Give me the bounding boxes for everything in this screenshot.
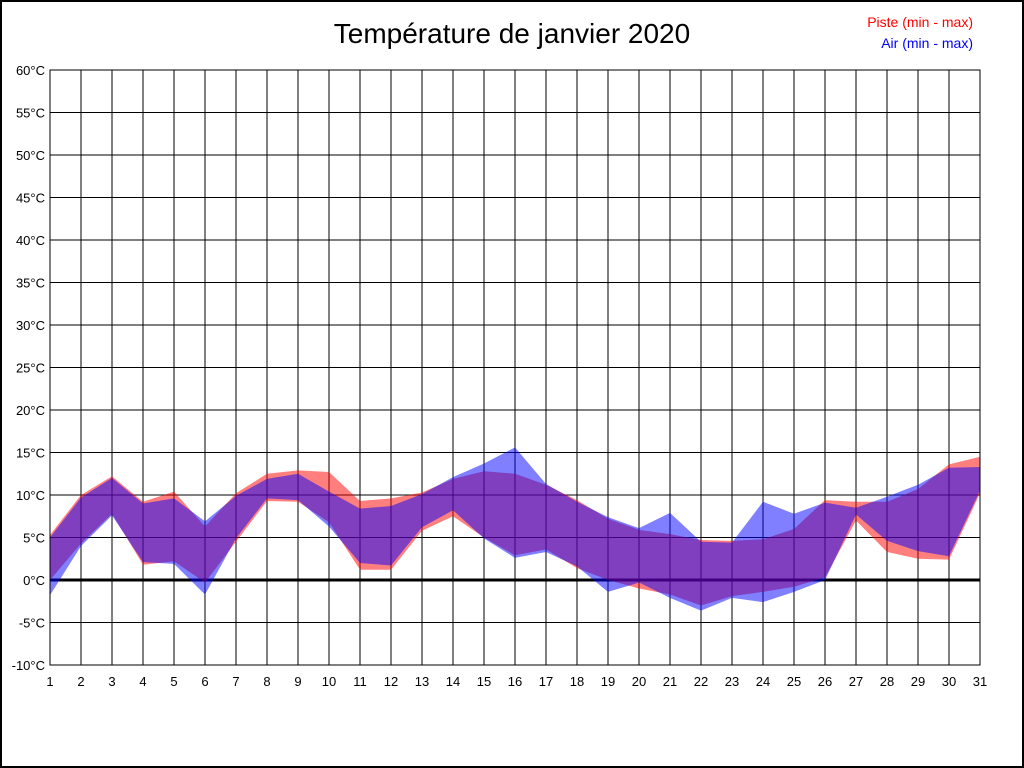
legend-item-piste: Piste (min - max) bbox=[867, 14, 973, 30]
x-tick-label: 9 bbox=[294, 674, 301, 689]
y-axis-labels: -10°C -5°C 0°C 5°C 10°C 15°C 20°C 25°C 30°C 35°C 4… bbox=[12, 63, 45, 673]
x-tick-label: 30 bbox=[942, 674, 956, 689]
x-tick-label: 24 bbox=[756, 674, 770, 689]
x-tick-label: 15 bbox=[477, 674, 491, 689]
x-tick-label: 22 bbox=[694, 674, 708, 689]
x-tick-label: 6 bbox=[201, 674, 208, 689]
y-tick-label: 15°C bbox=[16, 446, 45, 461]
y-tick-label: -10°C bbox=[12, 658, 45, 673]
air-band-area bbox=[50, 447, 980, 611]
y-tick-label: 55°C bbox=[16, 106, 45, 121]
y-tick-label: 40°C bbox=[16, 233, 45, 248]
x-tick-label: 11 bbox=[353, 674, 367, 689]
y-tick-label: 10°C bbox=[16, 488, 45, 503]
legend: Piste (min - max) Air (min - max) bbox=[867, 12, 973, 54]
x-tick-label: 2 bbox=[77, 674, 84, 689]
x-tick-label: 25 bbox=[787, 674, 801, 689]
x-tick-label: 19 bbox=[601, 674, 615, 689]
y-tick-label: 0°C bbox=[23, 573, 45, 588]
y-tick-label: 50°C bbox=[16, 148, 45, 163]
x-tick-label: 20 bbox=[632, 674, 646, 689]
x-tick-label: 4 bbox=[139, 674, 146, 689]
chart-title: Température de janvier 2020 bbox=[333, 18, 691, 49]
x-tick-label: 17 bbox=[539, 674, 553, 689]
x-tick-label: 29 bbox=[911, 674, 925, 689]
x-tick-label: 3 bbox=[108, 674, 115, 689]
x-tick-label: 28 bbox=[880, 674, 894, 689]
x-tick-label: 5 bbox=[170, 674, 177, 689]
x-tick-label: 14 bbox=[446, 674, 460, 689]
x-tick-label: 23 bbox=[725, 674, 739, 689]
x-tick-label: 1 bbox=[46, 674, 53, 689]
x-tick-label: 10 bbox=[322, 674, 336, 689]
plot-border bbox=[49, 69, 981, 666]
x-tick-label: 7 bbox=[232, 674, 239, 689]
legend-item-air: Air (min - max) bbox=[881, 35, 973, 51]
x-axis-labels: 1 2 3 4 5 6 7 8 9 10 11 12 13 14 15 16 17 18 19 20 21 22 23 24 2… bbox=[46, 674, 987, 689]
x-tick-label: 31 bbox=[973, 674, 987, 689]
y-tick-label: 35°C bbox=[16, 276, 45, 291]
x-tick-label: 21 bbox=[663, 674, 677, 689]
x-tick-label: 27 bbox=[849, 674, 863, 689]
y-tick-label: 60°C bbox=[16, 63, 45, 78]
x-tick-label: 16 bbox=[508, 674, 522, 689]
x-tick-label: 13 bbox=[415, 674, 429, 689]
y-tick-label: 5°C bbox=[23, 531, 45, 546]
y-tick-label: 20°C bbox=[16, 403, 45, 418]
y-tick-label: 25°C bbox=[16, 361, 45, 376]
y-tick-label: 45°C bbox=[16, 191, 45, 206]
x-tick-label: 8 bbox=[263, 674, 270, 689]
x-tick-label: 12 bbox=[384, 674, 398, 689]
x-tick-label: 18 bbox=[570, 674, 584, 689]
y-tick-label: 30°C bbox=[16, 318, 45, 333]
y-tick-label: -5°C bbox=[19, 616, 45, 631]
x-tick-label: 26 bbox=[818, 674, 832, 689]
